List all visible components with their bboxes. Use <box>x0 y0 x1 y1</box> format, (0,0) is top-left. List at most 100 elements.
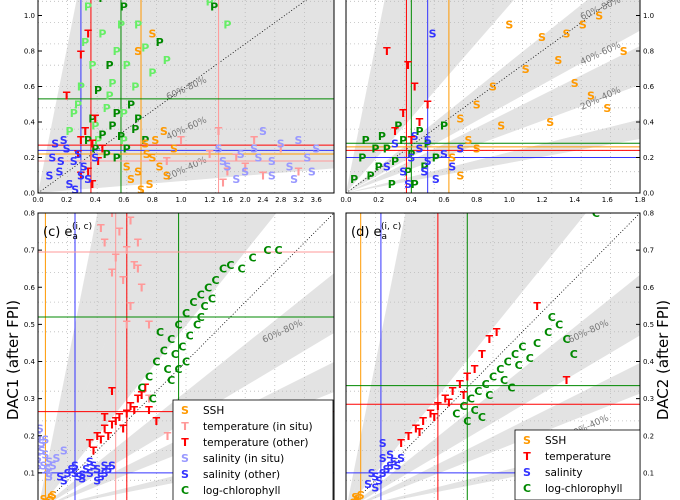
data-point-temp_insitu: T <box>277 143 285 156</box>
panel-label-sup: (i, c) <box>72 222 92 232</box>
legend-box-c <box>172 399 334 500</box>
data-point-chl: C <box>548 311 556 324</box>
data-point-ssh: S <box>49 489 57 500</box>
data-point-temp_other: T <box>101 422 109 435</box>
data-point-temp_other: T <box>108 385 116 398</box>
data-point-chl: C <box>274 244 282 257</box>
data-point-sal_other: S <box>74 148 82 161</box>
data-point-temp: T <box>449 385 457 398</box>
data-point-chl: C <box>496 363 504 376</box>
data-point-chl: P <box>88 112 96 125</box>
data-point-chl_light: P <box>77 81 85 94</box>
x-tick-label: 0.0 <box>32 196 43 204</box>
shaded-band <box>42 213 217 500</box>
data-point-chl: C <box>145 370 153 383</box>
data-point-temp_other: T <box>408 134 416 147</box>
data-point-sal_other: S <box>90 459 98 472</box>
y-tick-label: 0.4 <box>643 358 655 366</box>
data-point-chl: C <box>463 415 471 428</box>
x-tick-label: 0.4 <box>406 196 418 204</box>
y-tick-label: 0.1 <box>643 469 654 477</box>
x-tick-label: 1.6 <box>222 196 234 204</box>
data-point-temp_insitu: T <box>145 318 153 331</box>
data-point-sal_other: S <box>82 463 90 476</box>
data-point-ssh: S <box>148 27 156 40</box>
panel-b: 60%-80%40%-60%20%-40%PPPPPPPPPPPPPPPPPPP… <box>340 0 655 204</box>
data-point-chl: P <box>415 125 423 138</box>
data-point-ssh: S <box>473 143 481 156</box>
data-point-temp_other: T <box>99 143 107 156</box>
data-point-chl: C <box>555 318 563 331</box>
data-point-ssh: S <box>456 112 464 125</box>
data-point-temp_insitu: T <box>241 160 249 173</box>
data-point-chl: P <box>366 169 374 182</box>
y-tick-label: 0.0 <box>643 190 654 198</box>
data-point-chl_light: P <box>123 59 131 72</box>
data-point-temp_insitu: T <box>101 237 109 250</box>
data-point-chl_light: P <box>70 107 78 120</box>
data-point-temp_other: T <box>94 155 102 168</box>
data-point-ssh: S <box>620 45 628 58</box>
data-point-sal: S <box>364 478 372 491</box>
data-point-temp_other: T <box>101 411 109 424</box>
data-point-sal: S <box>397 452 405 465</box>
y-tick-label: 0.6 <box>643 83 655 91</box>
data-point-ssh: S <box>353 493 361 500</box>
data-point-ssh: S <box>141 137 149 150</box>
data-point-chl: C <box>504 356 512 369</box>
data-point-temp: T <box>416 426 424 439</box>
data-point-ssh: S <box>505 18 513 31</box>
data-point-chl: P <box>120 1 128 14</box>
data-point-sal_insitu: S <box>223 160 231 173</box>
data-point-ssh: S <box>554 54 562 67</box>
data-point-sal_other: S <box>60 474 68 487</box>
identity-line <box>355 213 640 500</box>
x-tick-label: 0.8 <box>147 196 158 204</box>
shaded-band <box>358 274 640 500</box>
data-point-temp_insitu: T <box>127 214 135 227</box>
data-point-sal_other: S <box>80 160 88 173</box>
y-tick-label: 0.4 <box>643 119 655 127</box>
data-point-temp_other: T <box>63 89 71 102</box>
data-point-ssh: S <box>579 18 587 31</box>
data-point-chl: C <box>197 289 205 302</box>
data-point-chl: C <box>460 400 468 413</box>
data-point-chl: P <box>407 148 415 161</box>
data-point-sal_insitu: S <box>38 437 46 450</box>
data-point-chl: C <box>226 259 234 272</box>
data-point-ssh: S <box>595 10 603 23</box>
data-point-chl: C <box>175 318 183 331</box>
data-point-chl_light: P <box>141 41 149 54</box>
data-point-temp_other: T <box>142 381 150 394</box>
data-point-sal_other: S <box>86 467 94 480</box>
data-point-sal_other: S <box>71 459 79 472</box>
data-point-sal_other: S <box>429 27 437 40</box>
data-point-temp_insitu: T <box>119 274 127 287</box>
x-tick-label: 1.0 <box>175 196 186 204</box>
x-tick-label: 1.8 <box>634 196 645 204</box>
data-point-chl_light: P <box>134 18 142 31</box>
data-point-sal_other: S <box>84 173 92 186</box>
data-point-ssh: S <box>456 169 464 182</box>
data-point-sal_other: S <box>77 169 85 182</box>
plot-area-b: 60%-80%40%-60%20%-40%PPPPPPPPPPPPPPPPPPP… <box>346 0 640 193</box>
data-point-chl_light: P <box>163 54 171 67</box>
data-point-sal: S <box>368 467 376 480</box>
data-point-sal_insitu: S <box>237 148 245 161</box>
data-point-chl: C <box>507 381 515 394</box>
data-point-chl_light: P <box>98 27 106 40</box>
data-point-ssh: S <box>170 143 178 156</box>
x-tick-label: 1.2 <box>536 196 547 204</box>
data-point-temp: T <box>434 400 442 413</box>
data-point-chl: C <box>526 352 534 365</box>
y-tick-label: 0.2 <box>643 154 654 162</box>
legend-marker-sal: S <box>523 466 531 479</box>
data-point-sal_other: S <box>63 143 71 156</box>
data-point-temp_other: T <box>77 134 85 147</box>
data-point-temp: T <box>471 363 479 376</box>
data-point-chl_light: P <box>108 77 116 90</box>
data-point-chl: C <box>138 381 146 394</box>
data-point-temp_other: T <box>404 59 412 72</box>
data-point-chl: P <box>91 143 99 156</box>
data-point-temp_other: T <box>86 437 94 450</box>
